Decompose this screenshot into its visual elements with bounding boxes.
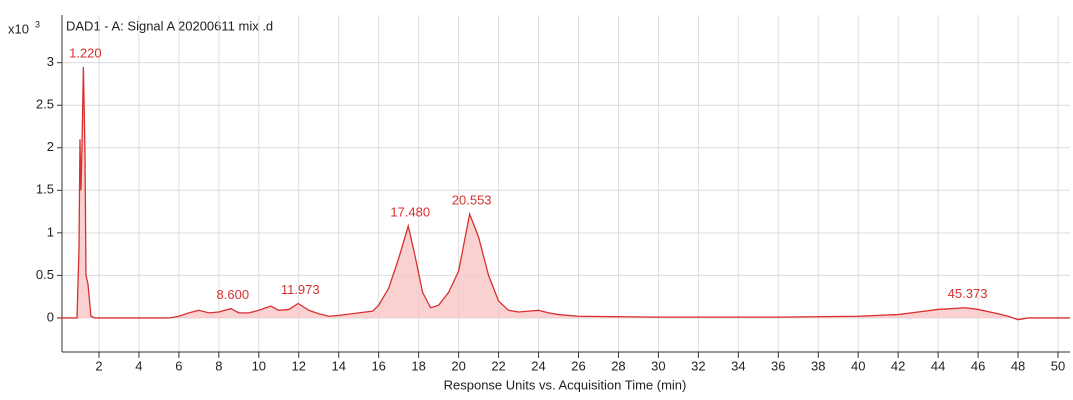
- y-scale: x10: [8, 21, 29, 36]
- peak-label: 1.220: [69, 45, 102, 60]
- x-tick-label: 24: [531, 358, 545, 373]
- peak-label: 11.973: [281, 282, 320, 297]
- peak-label: 17.480: [390, 204, 430, 219]
- x-tick-label: 2: [95, 358, 102, 373]
- x-tick-label: 16: [371, 358, 385, 373]
- x-tick-label: 26: [571, 358, 585, 373]
- x-tick-label: 46: [971, 358, 985, 373]
- x-tick-label: 38: [811, 358, 825, 373]
- x-tick-label: 30: [651, 358, 665, 373]
- x-tick-label: 8: [215, 358, 222, 373]
- y-tick-label: 2: [47, 139, 54, 154]
- x-tick-label: 48: [1011, 358, 1025, 373]
- x-tick-label: 34: [731, 358, 745, 373]
- x-tick-label: 32: [691, 358, 705, 373]
- peak-label: 8.600: [217, 287, 250, 302]
- y-tick-label: 3: [47, 54, 54, 69]
- x-tick-label: 42: [891, 358, 905, 373]
- y-tick-label: 0: [47, 309, 54, 324]
- peak-label: 20.553: [452, 193, 492, 208]
- x-tick-label: 18: [411, 358, 425, 373]
- x-tick-label: 12: [292, 358, 306, 373]
- x-tick-label: 10: [252, 358, 266, 373]
- x-tick-label: 6: [175, 358, 182, 373]
- x-tick-label: 22: [491, 358, 505, 373]
- x-tick-label: 44: [931, 358, 945, 373]
- y-tick-label: 2.5: [36, 97, 54, 112]
- x-tick-label: 14: [331, 358, 345, 373]
- x-tick-label: 20: [451, 358, 465, 373]
- x-tick-label: 28: [611, 358, 625, 373]
- x-axis-label: Response Units vs. Acquisition Time (min…: [444, 377, 687, 392]
- x-tick-label: 40: [851, 358, 865, 373]
- chart-title: DAD1 - A: Signal A 20200611 mix .d: [66, 18, 273, 33]
- peak-label: 45.373: [948, 286, 988, 301]
- y-tick-label: 1: [47, 224, 54, 239]
- y-scale-exponent: 3: [35, 19, 40, 29]
- signal-line: [59, 66, 1070, 321]
- x-tick-label: 50: [1051, 358, 1065, 373]
- y-tick-label: 1.5: [36, 182, 54, 197]
- y-tick-label: 0.5: [36, 267, 54, 282]
- x-tick-label: 4: [135, 358, 142, 373]
- x-tick-label: 36: [771, 358, 785, 373]
